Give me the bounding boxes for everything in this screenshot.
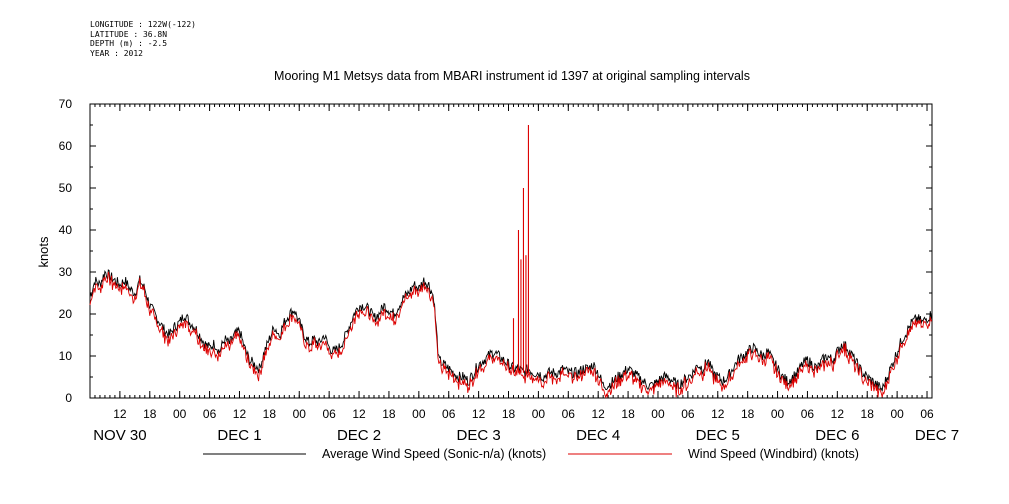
y-tick-label: 70 — [59, 97, 73, 111]
x-tick-label: 00 — [412, 407, 426, 421]
x-tick-label: 06 — [801, 407, 815, 421]
y-tick-label: 30 — [59, 265, 73, 279]
x-tick-label: 12 — [592, 407, 606, 421]
x-tick-label: 12 — [352, 407, 366, 421]
x-day-label: DEC 3 — [457, 427, 501, 444]
x-day-label: DEC 1 — [217, 427, 261, 444]
y-tick-label: 50 — [59, 181, 73, 195]
x-tick-label: 18 — [382, 407, 396, 421]
axis-ticks: 0 10 20 30 40 50 60 70 12 18 00 06 12 18 00 06 12 18 00 06 1… — [59, 97, 959, 444]
x-tick-label: 18 — [861, 407, 875, 421]
y-axis-label: knots — [36, 236, 51, 268]
x-tick-label: 00 — [173, 407, 187, 421]
chart-title: Mooring M1 Metsys data from MBARI instru… — [274, 69, 750, 83]
x-tick-label: 00 — [771, 407, 785, 421]
depth-label: DEPTH (m) : -2.5 — [90, 39, 168, 48]
latitude-label: LATITUDE : 36.8N — [90, 29, 168, 39]
series-lines — [89, 125, 933, 399]
series-average-line — [89, 269, 933, 392]
x-tick-label: 00 — [890, 407, 904, 421]
x-tick-label: 12 — [711, 407, 725, 421]
legend: Average Wind Speed (Sonic-n/a) (knots) W… — [203, 447, 859, 461]
y-tick-label: 0 — [65, 391, 72, 405]
x-tick-label: 06 — [442, 407, 456, 421]
x-tick-label: 06 — [562, 407, 576, 421]
metadata-block: LONGITUDE : 122W(-122) LATITUDE : 36.8N … — [90, 20, 196, 58]
y-tick-label: 20 — [59, 307, 73, 321]
y-tick-label: 40 — [59, 223, 73, 237]
x-tick-label: 06 — [920, 407, 934, 421]
y-tick-label: 10 — [59, 349, 73, 363]
x-day-label: DEC 7 — [915, 427, 959, 444]
x-tick-label: 18 — [143, 407, 157, 421]
longitude-label: LONGITUDE : 122W(-122) — [90, 20, 196, 29]
series-windbird-line — [89, 271, 933, 399]
x-day-label: NOV 30 — [93, 427, 146, 444]
x-day-label: DEC 6 — [815, 427, 859, 444]
x-tick-label: 00 — [651, 407, 665, 421]
x-tick-label: 12 — [831, 407, 845, 421]
x-tick-label: 12 — [113, 407, 127, 421]
legend-average-label: Average Wind Speed (Sonic-n/a) (knots) — [322, 447, 546, 461]
x-tick-label: 12 — [472, 407, 486, 421]
x-tick-label: 06 — [322, 407, 336, 421]
year-label: YEAR : 2012 — [90, 48, 143, 58]
x-tick-label: 18 — [621, 407, 635, 421]
x-tick-label: 18 — [263, 407, 277, 421]
x-tick-label: 00 — [532, 407, 546, 421]
x-tick-label: 12 — [233, 407, 247, 421]
legend-windbird-label: Wind Speed (Windbird) (knots) — [688, 447, 859, 461]
x-tick-label: 18 — [741, 407, 755, 421]
y-tick-label: 60 — [59, 139, 73, 153]
x-day-label: DEC 4 — [576, 427, 620, 444]
x-day-label: DEC 5 — [696, 427, 740, 444]
x-tick-label: 06 — [203, 407, 217, 421]
x-tick-label: 00 — [293, 407, 307, 421]
x-tick-label: 06 — [681, 407, 695, 421]
x-tick-label: 18 — [502, 407, 516, 421]
x-day-label: DEC 2 — [337, 427, 381, 444]
